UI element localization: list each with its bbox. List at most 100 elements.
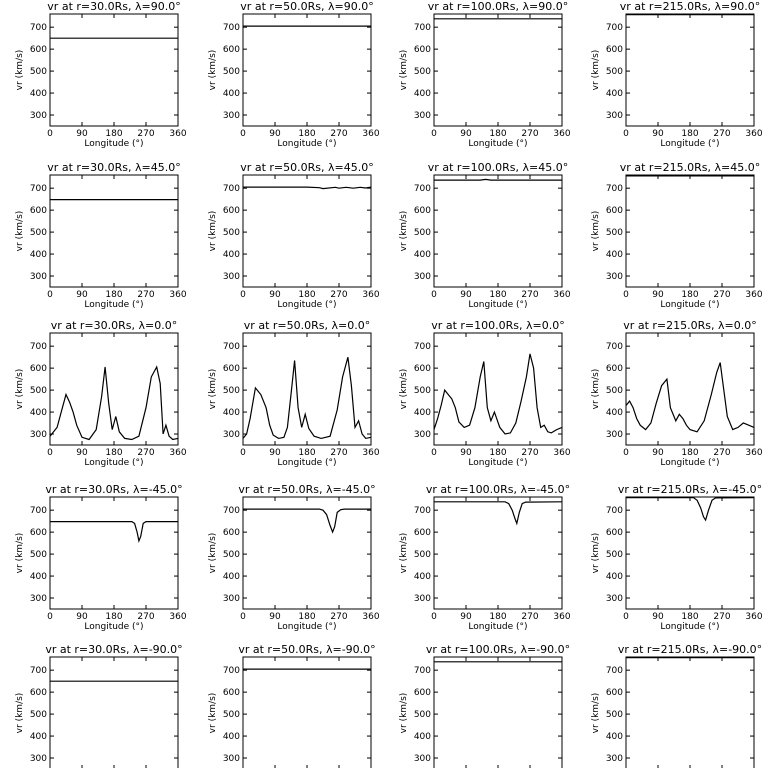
x-tick-label: 0 <box>240 129 246 139</box>
x-tick-label: 180 <box>298 129 315 139</box>
panel-18: vr at r=50.0Rs, λ=-90.0°0901802703603004… <box>208 643 376 768</box>
y-tick-label: 700 <box>30 666 47 676</box>
y-tick-label: 700 <box>606 342 623 352</box>
panel-12: vr at r=215.0Rs, λ=0.0° 0 90 180 270 360 300 40… <box>591 319 763 468</box>
y-tick-label: 300 <box>606 430 623 440</box>
y-axis-label: vr (km/s) <box>15 369 25 410</box>
y-tick-label: 400 <box>606 408 623 418</box>
x-tick-label: 180 <box>489 448 506 458</box>
plot-frame <box>625 496 755 610</box>
panel-title: vr at r=50.0Rs, λ=45.0° <box>240 161 373 174</box>
x-tick-label: 90 <box>460 129 472 139</box>
y-tick-label: 300 <box>223 430 240 440</box>
y-axis-label: vr (km/s) <box>399 50 409 91</box>
x-tick-label: 90 <box>76 612 88 622</box>
y-tick-label: 300 <box>606 272 623 282</box>
y-tick-label: 500 <box>30 550 47 560</box>
x-tick-label: 0 <box>431 129 437 139</box>
y-axis-label: vr (km/s) <box>15 693 25 734</box>
y-tick-label: 400 <box>223 250 240 260</box>
series-line <box>434 501 563 526</box>
plot-frame <box>49 496 179 610</box>
panel-title: vr at r=100.0Rs, λ=0.0° <box>431 319 564 332</box>
y-tick-label: 300 <box>30 754 47 764</box>
x-tick-label: 0 <box>240 612 246 622</box>
panel-13: vr at r=30.0Rs, λ=-45.0° 0 90 180 270 360 300 4… <box>15 483 187 632</box>
y-tick-label: 400 <box>223 408 240 418</box>
x-tick-label: 360 <box>362 290 379 300</box>
x-axis-label: Longitude (°) <box>660 139 719 149</box>
x-tick-label: 360 <box>362 612 379 622</box>
y-tick-label: 400 <box>606 732 623 742</box>
y-tick-label: 700 <box>414 666 431 676</box>
y-tick-label: 600 <box>30 206 47 216</box>
y-tick-label: 300 <box>223 272 240 282</box>
x-tick-label: 90 <box>652 129 664 139</box>
y-axis-label: vr (km/s) <box>208 693 218 734</box>
x-tick-label: 180 <box>681 290 698 300</box>
y-tick-label: 400 <box>30 572 47 582</box>
x-tick-label: 270 <box>137 448 154 458</box>
x-tick-label: 360 <box>553 290 570 300</box>
y-tick-label: 400 <box>223 572 240 582</box>
plot-frame <box>433 174 563 288</box>
y-axis-label: vr (km/s) <box>208 533 218 574</box>
y-tick-label: 700 <box>223 342 240 352</box>
y-tick-label: 600 <box>414 528 431 538</box>
y-tick-label: 400 <box>606 572 623 582</box>
x-tick-label: 270 <box>713 129 730 139</box>
x-tick-label: 180 <box>489 612 506 622</box>
plot-frame <box>49 656 179 768</box>
y-tick-label: 700 <box>223 666 240 676</box>
x-tick-label: 0 <box>47 612 53 622</box>
panel-title: vr at r=50.0Rs, λ=90.0° <box>240 0 373 13</box>
y-axis-label: vr (km/s) <box>15 211 25 252</box>
y-tick-label: 500 <box>606 550 623 560</box>
x-tick-label: 180 <box>105 129 122 139</box>
x-tick-label: 90 <box>269 290 281 300</box>
y-tick-label: 600 <box>606 364 623 374</box>
plot-frame <box>433 332 563 446</box>
x-tick-label: 360 <box>362 129 379 139</box>
x-axis-label: Longitude (°) <box>84 300 143 310</box>
x-tick-label: 360 <box>745 290 762 300</box>
x-tick-label: 0 <box>47 290 53 300</box>
panel-title: vr at r=215.0Rs, λ=45.0° <box>620 161 760 174</box>
plot-frame <box>49 174 179 288</box>
panel-6: vr at r=50.0Rs, λ=45.0° 0 90 180 270 360 300 40… <box>208 161 380 310</box>
x-tick-label: 360 <box>169 448 186 458</box>
y-tick-label: 500 <box>414 386 431 396</box>
x-axis-label: Longitude (°) <box>468 458 527 468</box>
x-tick-label: 180 <box>681 448 698 458</box>
y-tick-label: 400 <box>414 89 431 99</box>
plot-frame <box>242 656 372 768</box>
x-tick-label: 270 <box>521 612 538 622</box>
y-tick-label: 700 <box>414 23 431 33</box>
x-tick-label: 90 <box>76 290 88 300</box>
x-tick-label: 0 <box>240 448 246 458</box>
y-axis-label: vr (km/s) <box>591 533 601 574</box>
y-tick-label: 500 <box>30 67 47 77</box>
panel-title: vr at r=100.0Rs, λ=-90.0° <box>426 643 570 656</box>
x-axis-label: Longitude (°) <box>84 458 143 468</box>
y-tick-label: 500 <box>223 386 240 396</box>
x-tick-label: 180 <box>298 290 315 300</box>
series-line <box>49 365 179 441</box>
x-axis-label: Longitude (°) <box>468 300 527 310</box>
series-line <box>243 508 371 534</box>
panel-10: vr at r=50.0Rs, λ=0.0° 0 90 180 270 360 300 400… <box>208 319 380 468</box>
x-axis-label: Longitude (°) <box>277 139 336 149</box>
x-tick-label: 90 <box>652 612 664 622</box>
y-tick-label: 300 <box>223 754 240 764</box>
series-line <box>434 178 562 181</box>
panel-20: vr at r=215.0Rs, λ=-90.0°090180270360300… <box>591 643 762 768</box>
y-tick-label: 700 <box>606 666 623 676</box>
y-tick-label: 300 <box>30 430 47 440</box>
x-tick-label: 0 <box>431 612 437 622</box>
y-axis-label: vr (km/s) <box>208 369 218 410</box>
y-tick-label: 600 <box>414 45 431 55</box>
y-tick-label: 600 <box>223 364 240 374</box>
x-tick-label: 0 <box>623 290 629 300</box>
y-axis-label: vr (km/s) <box>208 211 218 252</box>
